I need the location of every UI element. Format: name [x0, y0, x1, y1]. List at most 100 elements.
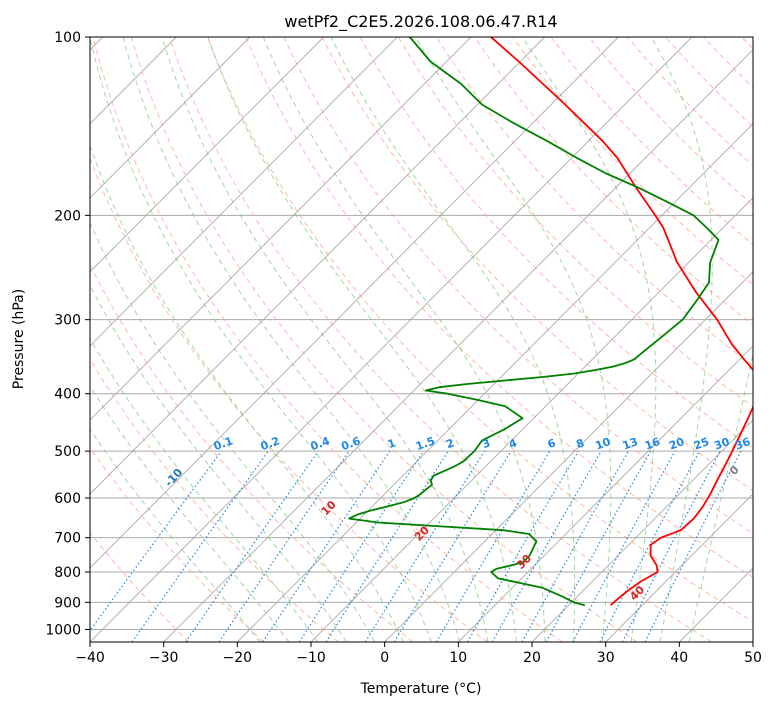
x-tick-label: 50: [744, 650, 762, 666]
mixing-ratio-line: [90, 450, 222, 632]
x-tick-label: 20: [523, 650, 541, 666]
x-axis-label: Temperature (°C): [360, 681, 482, 697]
y-tick-label: 300: [54, 313, 81, 329]
isotherm-line: [605, 493, 753, 642]
dry-adiabat: [130, 37, 638, 642]
moist-adiabat: [90, 428, 261, 642]
mixing-ratio-line: [393, 450, 512, 642]
x-axis: −40 −30 −20 −10 0 10 20 30 40 50: [75, 642, 762, 666]
y-tick-label: 600: [54, 491, 81, 507]
x-tick-label: −40: [75, 650, 105, 666]
mixing-ratio-label: 30: [712, 435, 731, 453]
moist-adiabat: [330, 37, 576, 642]
dry-adiabat: [207, 37, 753, 623]
y-tick-label: 800: [54, 565, 81, 581]
dry-adiabat: [397, 37, 753, 408]
dry-adiabat: [245, 37, 753, 578]
background-grid: [90, 37, 753, 642]
dry-adiabat: [359, 37, 753, 449]
mixing-ratio-line: [262, 450, 391, 642]
dry-adiabat: [168, 37, 712, 642]
plot-frame: [89, 36, 754, 643]
y-tick-label: 500: [54, 444, 81, 460]
mixing-ratio-line: [491, 450, 602, 642]
mixing-ratio-label: 16: [643, 435, 662, 453]
chart-title: wetPf2_C2E5.2026.108.06.47.R14: [284, 12, 557, 32]
mixing-ratio-label: 1: [386, 436, 398, 451]
mixing-ratio-label: 0.6: [340, 434, 363, 453]
mixing-ratio-label: 1.5: [414, 434, 437, 453]
dry-adiabat: [92, 37, 563, 642]
mixing-ratio-label: 10: [594, 435, 613, 453]
dry-adiabat: [90, 358, 339, 642]
y-tick-label: 400: [54, 387, 81, 403]
moist-adiabat: [122, 37, 461, 642]
mixing-ratio-line: [572, 450, 676, 642]
isotherm-line: [90, 37, 693, 642]
moist-adiabat: [90, 221, 376, 642]
dewpoint-profile-line: [348, 37, 720, 607]
mixing-ratio-label: 3: [480, 436, 492, 451]
mixing-ratio-line: [131, 450, 269, 642]
moist-adiabat: [90, 337, 319, 642]
isotherm-line: [237, 123, 753, 642]
temperature-profile-line: [490, 37, 753, 606]
mixing-ratio-label: 36: [733, 435, 752, 453]
isotherm-line: [384, 271, 753, 642]
moist-adiabat: [207, 37, 517, 642]
isotherm-line: [90, 37, 251, 199]
isotherm-line: [531, 419, 753, 642]
moist-adiabat: [90, 37, 432, 642]
moist-adiabat: [90, 384, 290, 642]
mixing-ratio-label: 0.2: [259, 434, 282, 453]
isotherm-line: [90, 37, 619, 569]
isotherm-line: [458, 345, 753, 642]
mixing-ratio-label: 25: [692, 435, 711, 452]
y-tick-label: 1000: [45, 622, 81, 638]
mixing-ratio-line: [185, 450, 319, 642]
x-tick-label: 40: [670, 650, 688, 666]
mixing-ratio-line: [521, 450, 630, 642]
moist-adiabat: [650, 37, 713, 642]
isotherm-line: [90, 37, 398, 347]
mixing-ratio-line: [218, 450, 350, 642]
x-tick-label: −30: [149, 650, 179, 666]
moist-adiabat: [90, 144, 404, 642]
x-tick-label: −10: [296, 650, 326, 666]
dry-adiabat: [90, 263, 414, 642]
moist-adiabat: [161, 37, 489, 642]
mixing-ratio-label: 6: [546, 436, 558, 451]
mixing-ratio-line: [325, 450, 449, 642]
x-tick-label: 30: [597, 650, 615, 666]
plot-area: [90, 37, 753, 642]
y-axis-label: Pressure (hPa): [11, 289, 27, 389]
mixing-ratio-label: 0.1: [212, 434, 235, 453]
x-tick-label: 0: [380, 650, 389, 666]
isotherm-line: [90, 37, 545, 495]
dry-adiabat: [90, 531, 190, 642]
y-tick-label: 900: [54, 595, 81, 611]
sounding-series: [348, 37, 753, 607]
mixing-ratio-line: [545, 450, 652, 642]
y-tick-label: 700: [54, 531, 81, 547]
moist-adiabat: [262, 37, 546, 642]
y-axis: 100 200 300 400 500 600 700 800 900 1000: [45, 30, 90, 638]
moist-adiabat: [415, 37, 612, 642]
mixing-ratio-line: [298, 450, 425, 642]
isotherm-line: [90, 37, 324, 273]
dry-adiabat: [321, 37, 753, 492]
x-tick-label: 10: [449, 650, 467, 666]
x-tick-label: −20: [223, 650, 253, 666]
isotherm-line: [163, 49, 753, 642]
y-tick-label: 200: [54, 208, 81, 224]
y-tick-label: 100: [54, 30, 81, 46]
isotherm-line: [90, 37, 472, 421]
mixing-ratio-label: 0.4: [309, 434, 332, 453]
moist-adiabat: [521, 37, 657, 642]
isotherm-line: [310, 197, 753, 642]
mixing-ratio-label: 20: [667, 435, 686, 453]
mixing-ratio-line: [644, 450, 742, 642]
mixing-ratio-label: 13: [621, 435, 640, 452]
line-labels: 0.1 0.2 0.4 0.6 1 1.5 2 3 4 6 8 10 13 16 20 25 30 36-10 01…: [162, 434, 752, 603]
